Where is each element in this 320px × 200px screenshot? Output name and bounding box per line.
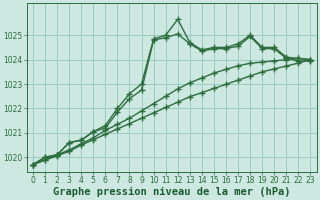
X-axis label: Graphe pression niveau de la mer (hPa): Graphe pression niveau de la mer (hPa) [53,186,291,197]
